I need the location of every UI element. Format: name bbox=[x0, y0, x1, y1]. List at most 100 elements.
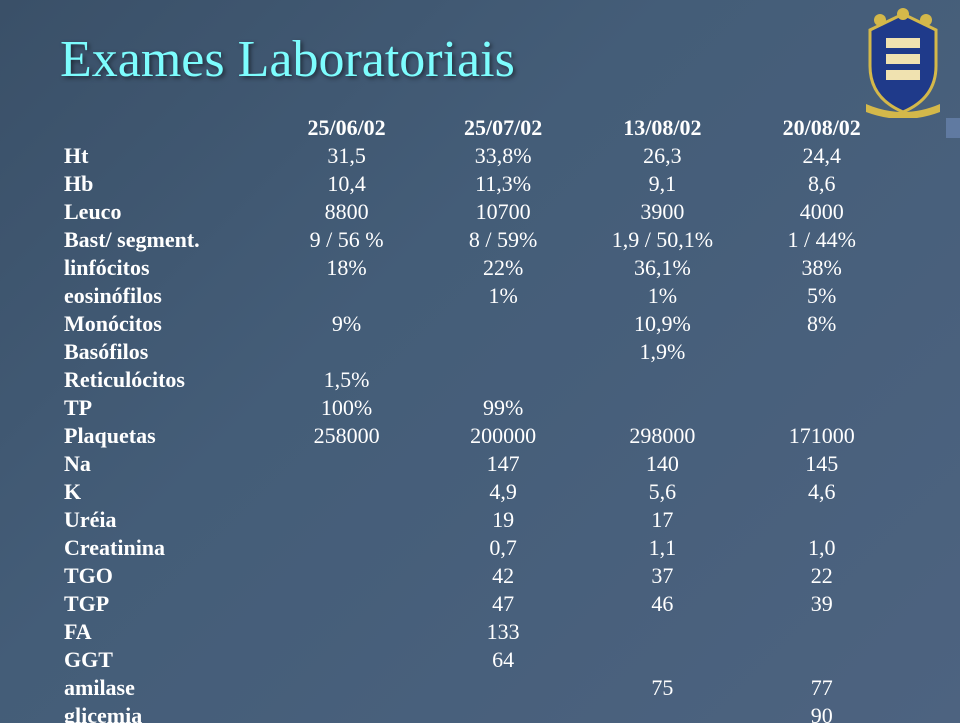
row-label: linfócitos bbox=[60, 254, 268, 282]
page-title: Exames Laboratoriais bbox=[60, 30, 900, 89]
row-value: 22 bbox=[743, 562, 900, 590]
row-value bbox=[268, 478, 425, 506]
header-col-2: 25/07/02 bbox=[425, 114, 582, 142]
row-value bbox=[268, 282, 425, 310]
row-value: 171000 bbox=[743, 422, 900, 450]
table-row: Hb10,411,3%9,18,6 bbox=[60, 170, 900, 198]
row-label: Ht bbox=[60, 142, 268, 170]
table-row: TGP 474639 bbox=[60, 590, 900, 618]
row-value: 0,7 bbox=[425, 534, 582, 562]
table-row: eosinófilos1%1%5% bbox=[60, 282, 900, 310]
row-value: 8% bbox=[743, 310, 900, 338]
row-value: 1,5% bbox=[268, 366, 425, 394]
table-row: K4,95,64,6 bbox=[60, 478, 900, 506]
table-row: Plaquetas258000200000298000171000 bbox=[60, 422, 900, 450]
row-value: 9,1 bbox=[581, 170, 743, 198]
row-value: 47 bbox=[425, 590, 582, 618]
row-value bbox=[268, 646, 425, 674]
row-value: 1,9% bbox=[581, 338, 743, 366]
table-row: Basófilos 1,9% bbox=[60, 338, 900, 366]
row-label: TP bbox=[60, 394, 268, 422]
row-label: Creatinina bbox=[60, 534, 268, 562]
table-row: GGT64 bbox=[60, 646, 900, 674]
row-value: 133 bbox=[425, 618, 582, 646]
row-value: 1 / 44% bbox=[743, 226, 900, 254]
row-value bbox=[425, 338, 582, 366]
row-value: 1,9 / 50,1% bbox=[581, 226, 743, 254]
slide: Exames Laboratoriais 25/06/02 25/07/02 1… bbox=[0, 0, 960, 723]
row-label: Na bbox=[60, 450, 268, 478]
row-value: 1% bbox=[581, 282, 743, 310]
row-value bbox=[743, 506, 900, 534]
row-value bbox=[581, 646, 743, 674]
row-value: 8 / 59% bbox=[425, 226, 582, 254]
crest-logo bbox=[858, 8, 948, 118]
table-row: Uréia 1917 bbox=[60, 506, 900, 534]
row-label: eosinófilos bbox=[60, 282, 268, 310]
highlight-bar bbox=[946, 118, 960, 138]
row-value: 38% bbox=[743, 254, 900, 282]
row-value: 10700 bbox=[425, 198, 582, 226]
row-label: Uréia bbox=[60, 506, 268, 534]
row-value bbox=[268, 506, 425, 534]
row-value: 75 bbox=[581, 674, 743, 702]
row-value: 4,9 bbox=[425, 478, 582, 506]
table-row: linfócitos18%22%36,1%38% bbox=[60, 254, 900, 282]
row-value bbox=[425, 674, 582, 702]
row-value: 90 bbox=[743, 702, 900, 723]
row-value bbox=[425, 310, 582, 338]
row-value bbox=[743, 394, 900, 422]
table-row: Na147140145 bbox=[60, 450, 900, 478]
row-label: FA bbox=[60, 618, 268, 646]
row-value bbox=[268, 534, 425, 562]
table-row: Bast/ segment.9 / 56 %8 / 59%1,9 / 50,1%… bbox=[60, 226, 900, 254]
row-value: 64 bbox=[425, 646, 582, 674]
table-row: Reticulócitos1,5% bbox=[60, 366, 900, 394]
row-value: 10,9% bbox=[581, 310, 743, 338]
row-label: TGO bbox=[60, 562, 268, 590]
row-value bbox=[743, 618, 900, 646]
row-value bbox=[743, 646, 900, 674]
row-value: 99% bbox=[425, 394, 582, 422]
row-label: Leuco bbox=[60, 198, 268, 226]
table-row: Ht31,533,8%26,324,4 bbox=[60, 142, 900, 170]
row-value bbox=[581, 702, 743, 723]
row-value: 4,6 bbox=[743, 478, 900, 506]
table-row: glicemia 90 bbox=[60, 702, 900, 723]
row-value: 258000 bbox=[268, 422, 425, 450]
lab-results-table: 25/06/02 25/07/02 13/08/02 20/08/02 Ht31… bbox=[60, 114, 900, 723]
row-value: 46 bbox=[581, 590, 743, 618]
header-col-1: 25/06/02 bbox=[268, 114, 425, 142]
row-label: Reticulócitos bbox=[60, 366, 268, 394]
row-value: 1,1 bbox=[581, 534, 743, 562]
row-value bbox=[268, 674, 425, 702]
row-value: 11,3% bbox=[425, 170, 582, 198]
row-value bbox=[581, 394, 743, 422]
row-value bbox=[581, 366, 743, 394]
row-label: K bbox=[60, 478, 268, 506]
table-row: Monócitos9%10,9%8% bbox=[60, 310, 900, 338]
table-row: Creatinina0,71,11,0 bbox=[60, 534, 900, 562]
row-label: Plaquetas bbox=[60, 422, 268, 450]
row-value: 31,5 bbox=[268, 142, 425, 170]
row-value: 145 bbox=[743, 450, 900, 478]
row-value: 77 bbox=[743, 674, 900, 702]
row-value: 24,4 bbox=[743, 142, 900, 170]
row-label: amilase bbox=[60, 674, 268, 702]
row-value: 18% bbox=[268, 254, 425, 282]
table-row: TP100%99% bbox=[60, 394, 900, 422]
row-value: 3900 bbox=[581, 198, 743, 226]
row-value: 19 bbox=[425, 506, 582, 534]
row-value bbox=[268, 702, 425, 723]
row-value: 10,4 bbox=[268, 170, 425, 198]
table-row: Leuco88001070039004000 bbox=[60, 198, 900, 226]
row-value: 39 bbox=[743, 590, 900, 618]
row-label: TGP bbox=[60, 590, 268, 618]
row-value: 42 bbox=[425, 562, 582, 590]
row-label: Basófilos bbox=[60, 338, 268, 366]
row-value: 147 bbox=[425, 450, 582, 478]
row-label: glicemia bbox=[60, 702, 268, 723]
row-value: 17 bbox=[581, 506, 743, 534]
row-value: 8,6 bbox=[743, 170, 900, 198]
row-value bbox=[268, 618, 425, 646]
